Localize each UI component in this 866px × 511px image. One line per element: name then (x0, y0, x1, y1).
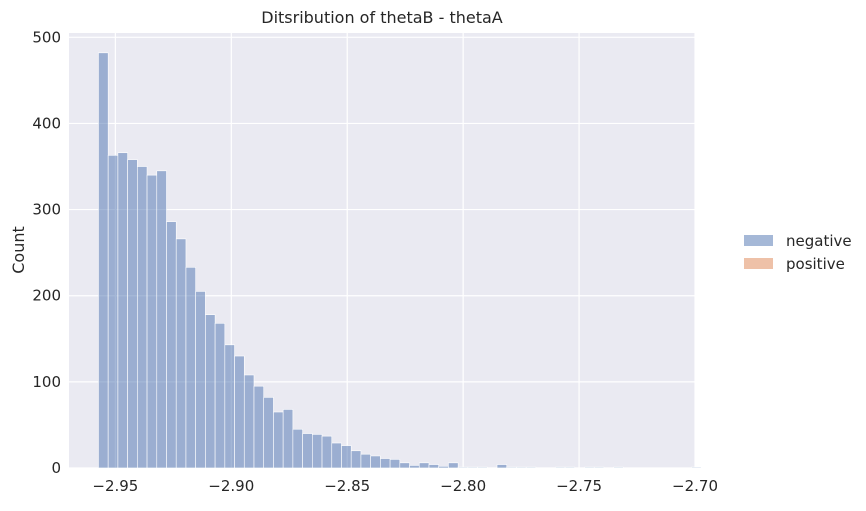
legend-swatch-negative (744, 235, 773, 246)
histogram-bar-negative (146, 174, 158, 469)
histogram-bar-negative (389, 459, 401, 469)
x-tick-label: −2.80 (440, 477, 486, 495)
histogram-bar-negative (137, 166, 148, 469)
y-tick-label: 200 (32, 287, 61, 305)
y-tick-label: 300 (32, 201, 61, 219)
histogram-bar-negative (516, 466, 527, 469)
histogram-bar-negative (593, 466, 605, 469)
histogram-bar-negative (273, 411, 284, 469)
histogram-bar-negative (117, 152, 128, 469)
histogram-bar-negative (496, 464, 508, 469)
histogram-bar-negative (214, 322, 226, 469)
legend-swatch-positive (744, 258, 773, 269)
histogram-bar-negative (282, 409, 294, 469)
histogram-bar-negative (370, 455, 381, 469)
histogram-bar-negative (399, 462, 410, 469)
histogram-bar-negative (360, 453, 371, 469)
histogram-bar-negative (555, 466, 566, 469)
bars-layer (98, 52, 702, 469)
x-tick-label: −2.95 (92, 477, 138, 495)
histogram-bar-negative (613, 466, 624, 469)
histogram-bar-negative (98, 52, 109, 469)
chart-title: Ditsribution of thetaB - thetaA (261, 8, 503, 27)
histogram-bar-negative (127, 159, 138, 469)
histogram-bar-negative (107, 155, 119, 469)
y-axis-label: Count (9, 226, 28, 274)
y-tick-label: 400 (32, 114, 61, 132)
histogram-bar-negative (166, 221, 177, 469)
histogram-bar-negative (506, 466, 517, 469)
histogram-bar-negative (331, 442, 342, 469)
y-tick-label: 0 (51, 459, 61, 477)
histogram-bar-negative (428, 464, 439, 469)
histogram-bar-negative (691, 466, 702, 469)
histogram-bar-negative (224, 344, 235, 469)
y-tick-label: 100 (32, 373, 61, 391)
histogram-bar-negative (302, 433, 313, 469)
histogram-bar-negative (350, 450, 362, 469)
histogram-bar-negative (185, 266, 196, 469)
histogram-bar-negative (205, 314, 216, 469)
histogram-bar-negative (457, 466, 469, 469)
x-axis-ticks: −2.95 −2.90 −2.85 −2.80 −2.75 −2.70 (92, 477, 718, 495)
legend-label-negative: negative (786, 232, 852, 250)
histogram-bar-negative (292, 428, 303, 469)
legend: negative positive (744, 232, 852, 273)
histogram-bar-negative (380, 458, 391, 469)
histogram-bar-negative (195, 291, 206, 469)
histogram-bar-negative (312, 434, 323, 469)
histogram-bar-negative (525, 466, 537, 469)
histogram-bar-negative (253, 385, 265, 469)
histogram-bar-negative (418, 462, 430, 469)
histogram-bar-negative (263, 397, 274, 469)
histogram-bar-negative (438, 465, 449, 469)
histogram-bar-negative (448, 462, 459, 469)
x-tick-label: −2.85 (324, 477, 370, 495)
histogram-bar-negative (584, 466, 595, 469)
x-tick-label: −2.90 (208, 477, 254, 495)
x-tick-label: −2.70 (672, 477, 718, 495)
histogram-bar-negative (564, 466, 576, 469)
y-axis-ticks: 0 100 200 300 400 500 (32, 28, 61, 477)
histogram-bar-negative (477, 466, 488, 469)
histogram-bar-negative (409, 465, 420, 469)
legend-label-positive: positive (786, 255, 845, 273)
histogram-bar-negative (234, 355, 245, 469)
x-tick-label: −2.75 (556, 477, 602, 495)
histogram-bar-negative (321, 435, 333, 469)
histogram-bar-negative (156, 170, 167, 469)
histogram-bar-negative (243, 374, 255, 469)
histogram-bar-negative (175, 238, 187, 469)
y-tick-label: 500 (32, 28, 61, 46)
histogram-bar-negative (341, 445, 352, 469)
histogram-bar-negative (467, 466, 478, 469)
